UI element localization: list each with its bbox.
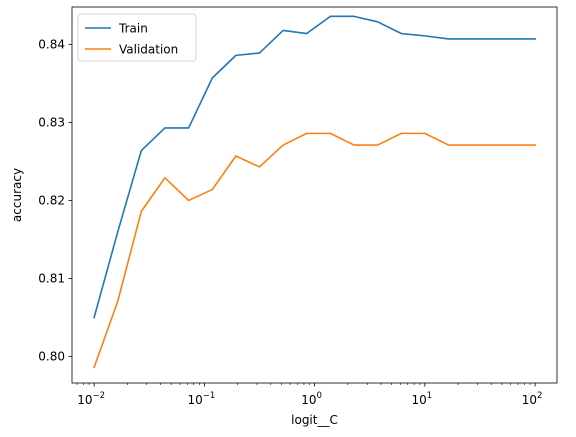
legend-label-validation: Validation <box>119 42 178 56</box>
series-line-validation <box>93 132 536 369</box>
x-tick-label: 102 <box>522 391 543 407</box>
legend: Train Validation <box>77 13 197 62</box>
axes: 0.80 0.81 0.82 0.83 0.84 10−2 10−1 100 101 102 <box>38 6 558 407</box>
y-tick-label: 0.80 <box>38 350 65 364</box>
y-tick-label: 0.82 <box>38 194 65 208</box>
x-tick-label: 10−2 <box>77 391 105 407</box>
y-tick-label: 0.83 <box>38 116 65 130</box>
x-axis-label: logit__C <box>291 413 338 427</box>
y-axis-label: accuracy <box>10 168 24 222</box>
plot-area <box>93 15 536 369</box>
plot-frame <box>71 6 558 384</box>
x-tick-label: 100 <box>301 391 322 407</box>
y-tick-label: 0.81 <box>38 272 65 286</box>
x-tick-label: 101 <box>412 391 433 407</box>
legend-label-train: Train <box>118 21 148 35</box>
x-tick-label: 10−1 <box>187 391 215 407</box>
series-line-train <box>93 15 536 319</box>
y-tick-label: 0.84 <box>38 38 65 52</box>
